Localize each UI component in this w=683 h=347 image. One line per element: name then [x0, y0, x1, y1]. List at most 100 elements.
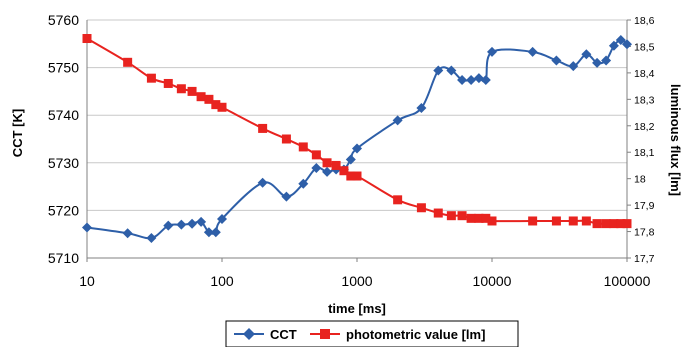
cct-data-point — [527, 46, 538, 57]
legend-cct-marker — [243, 328, 255, 340]
photometric-data-point — [457, 211, 467, 221]
y-right-tick-label: 17,7 — [634, 253, 655, 265]
legend-cct-label: CCT — [270, 327, 297, 342]
photometric-data-point — [331, 160, 341, 170]
cct-data-point — [551, 55, 562, 66]
legend-photometric-label: photometric value [lm] — [346, 327, 485, 342]
cct-data-point — [176, 219, 187, 230]
cct-data-point — [601, 55, 612, 66]
photometric-data-point — [622, 219, 632, 229]
cct-data-point — [487, 46, 497, 57]
y-left-tick-label: 5750 — [48, 60, 79, 76]
y-right-tick-label: 18,1 — [634, 147, 655, 159]
photometric-data-point — [568, 216, 578, 226]
y-right-tick-label: 18,4 — [634, 68, 655, 80]
y-right-tick-label: 17,9 — [634, 200, 655, 212]
legend-photometric-marker — [320, 329, 330, 339]
cct-data-point — [416, 103, 427, 114]
cct-data-point — [473, 73, 484, 84]
cct-data-point — [146, 233, 157, 244]
photometric-data-point — [416, 203, 426, 213]
cct-data-point — [622, 39, 632, 50]
x-tick-label: 100000 — [604, 273, 651, 289]
photometric-data-point — [346, 171, 356, 181]
y-right-tick-label: 18,6 — [634, 15, 655, 27]
tick-labels: 5710 5720 5730 5740 5750 5760 17,7 17,8 17,9 18 18… — [48, 12, 655, 289]
photometric-data-point — [298, 142, 308, 152]
y-left-tick-label: 5730 — [48, 155, 79, 171]
cct-data-point — [122, 228, 133, 239]
cct-data-point — [345, 154, 356, 165]
y-right-tick-label: 17,8 — [634, 227, 655, 239]
photometric-data-point — [487, 216, 497, 226]
photometric-data-point — [466, 213, 476, 223]
photometric-data-point — [609, 219, 619, 229]
y-right-tick-label: 18,2 — [634, 121, 655, 133]
cct-data-point — [568, 61, 579, 72]
cct-data-point — [615, 34, 626, 45]
cct-data-point — [196, 216, 207, 227]
axes — [86, 19, 631, 262]
x-tick-label: 10000 — [473, 273, 512, 289]
photometric-data-point — [616, 219, 626, 229]
photometric-data-point — [281, 134, 291, 144]
photometric-data-point — [528, 216, 538, 226]
cct-data-point — [466, 74, 477, 85]
photometric-data-point — [581, 216, 591, 226]
y-right-tick-label: 18,3 — [634, 94, 655, 106]
photometric-data-point — [322, 158, 332, 168]
photometric-data-point — [551, 216, 561, 226]
y-left-tick-label: 5740 — [48, 107, 79, 123]
photometric-data-point — [258, 123, 268, 133]
x-tick-label: 1000 — [341, 273, 372, 289]
cct-data-point — [257, 177, 268, 188]
photometric-data-point — [393, 195, 403, 205]
y-left-tick-label: 5710 — [48, 250, 79, 266]
cct-data-point — [608, 40, 619, 51]
y-right-tick-label: 18 — [634, 174, 646, 186]
photometric-data-point — [352, 171, 362, 181]
cct-data-point — [480, 74, 491, 85]
y-axis-right-title: luminous flux [lm] — [668, 84, 683, 196]
photometric-data-point — [123, 57, 133, 67]
series-line-photometric — [86, 37, 627, 225]
photometric-data-point — [339, 166, 349, 176]
photometric-data-point — [163, 78, 173, 88]
photometric-data-point — [481, 213, 491, 223]
cct-data-point — [82, 222, 92, 233]
photometric-data-point — [592, 219, 602, 229]
cct-data-point — [352, 143, 362, 154]
cct-data-point — [392, 115, 403, 126]
x-tick-label: 100 — [210, 273, 234, 289]
photometric-data-point — [601, 219, 611, 229]
photometric-data-point — [446, 211, 456, 221]
cct-data-point — [457, 74, 468, 85]
photometric-data-point — [204, 94, 214, 104]
photometric-data-point — [474, 213, 484, 223]
cct-data-point — [203, 227, 214, 238]
photometric-data-point — [196, 92, 206, 102]
photometric-data-point — [146, 73, 156, 83]
legend: CCT photometric value [lm] — [225, 320, 519, 347]
cct-data-point — [298, 178, 309, 189]
series-line-cct — [86, 38, 628, 240]
cct-data-point — [281, 191, 292, 202]
x-tick-label: 10 — [79, 273, 95, 289]
y-axis-left-title: CCT [K] — [10, 109, 25, 157]
series-markers — [82, 34, 632, 244]
y-left-tick-label: 5720 — [48, 202, 79, 218]
photometric-data-point — [82, 34, 92, 44]
cct-data-point — [217, 213, 227, 224]
cct-data-point — [311, 163, 322, 174]
cct-data-point — [187, 218, 198, 229]
cct-data-point — [433, 65, 444, 76]
photometric-data-point — [217, 102, 227, 112]
legend-box — [225, 320, 519, 347]
cct-data-point — [592, 57, 603, 68]
cct-data-point — [446, 65, 457, 76]
series-lines — [86, 37, 628, 240]
photometric-data-point — [187, 86, 197, 96]
photometric-data-point — [211, 100, 221, 110]
y-left-tick-label: 5760 — [48, 12, 79, 28]
